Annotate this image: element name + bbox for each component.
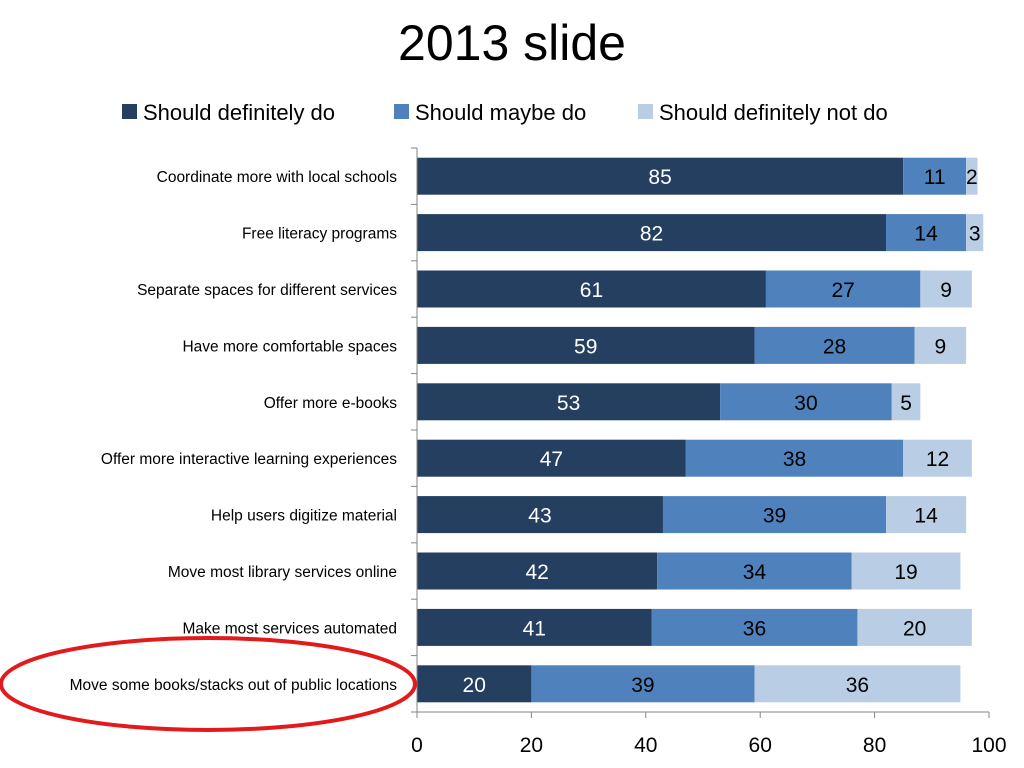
- data-label: 12: [926, 448, 949, 471]
- data-label: 27: [831, 279, 854, 302]
- data-label: 3: [969, 223, 981, 246]
- category-labels: Coordinate more with local schools Free l…: [70, 169, 398, 694]
- data-label: 19: [894, 561, 917, 584]
- bar-segment: [886, 496, 967, 534]
- highlight-ellipse: [0, 636, 417, 732]
- x-tick-label: 40: [634, 734, 657, 757]
- bar-segment: [651, 608, 858, 646]
- chart-legend: Should definitely do Should maybe do Shoul…: [122, 100, 888, 125]
- x-tick-label: 60: [749, 734, 772, 757]
- data-label: 20: [903, 617, 926, 640]
- bar-segment: [851, 552, 961, 590]
- x-tick-label: 80: [863, 734, 886, 757]
- data-label: 41: [523, 617, 546, 640]
- bar-segment: [685, 439, 904, 477]
- bar-segment: [417, 214, 887, 252]
- data-label: 43: [528, 505, 551, 528]
- data-label: 39: [763, 505, 786, 528]
- category-label: Have more comfortable spaces: [182, 338, 397, 355]
- x-tick-label: 20: [520, 734, 543, 757]
- data-label: 14: [914, 223, 938, 246]
- bar-segment: [531, 665, 755, 703]
- bar-segment: [754, 326, 915, 364]
- bars: 85 11 2 82 14 3 61 27 9 59 28 9 53 30 5 47 38 12 43 39 14 42 3…: [417, 157, 984, 703]
- bar-segment: [417, 552, 658, 590]
- bar-segment: [914, 326, 967, 364]
- legend-swatch-should-definitely-do: [122, 104, 137, 119]
- x-axis: 0 20 40 60 80 100: [411, 147, 1007, 757]
- data-label: 2: [966, 166, 978, 189]
- data-label: 34: [743, 561, 767, 584]
- bar-segment: [720, 383, 892, 421]
- category-label: Help users digitize material: [211, 508, 397, 525]
- data-label: 11: [924, 166, 946, 189]
- bar-segment: [417, 496, 663, 534]
- data-label: 47: [540, 448, 563, 471]
- x-tick-label: 0: [411, 734, 423, 757]
- category-label: Separate spaces for different services: [137, 282, 397, 299]
- bar-segment: [417, 157, 904, 195]
- category-label: Offer more e-books: [264, 395, 397, 412]
- data-label: 20: [463, 674, 486, 697]
- data-label: 59: [574, 335, 597, 358]
- data-label: 38: [783, 448, 806, 471]
- category-label: Make most services automated: [182, 620, 397, 637]
- bar-segment: [886, 214, 967, 252]
- bar-segment: [754, 665, 961, 703]
- legend-swatch-should-maybe-do: [394, 104, 409, 119]
- x-tick-label: 100: [971, 734, 1006, 757]
- bar-segment: [417, 270, 766, 308]
- category-label: Free literacy programs: [242, 226, 397, 243]
- category-label: Offer more interactive learning experien…: [101, 451, 397, 468]
- bar-segment: [920, 270, 972, 308]
- data-label: 5: [900, 392, 912, 415]
- data-label: 39: [631, 674, 654, 697]
- bar-segment: [966, 157, 978, 195]
- bar-segment: [417, 439, 686, 477]
- legend-swatch-should-definitely-not-do: [638, 104, 653, 119]
- bar-segment: [966, 214, 984, 252]
- data-label: 61: [580, 279, 603, 302]
- annotation: [0, 636, 417, 732]
- category-label: Move some books/stacks out of public loc…: [70, 677, 398, 694]
- category-label: Coordinate more with local schools: [157, 169, 398, 186]
- legend-label-should-definitely-do: Should definitely do: [143, 100, 335, 125]
- bar-segment: [857, 608, 972, 646]
- bar-segment: [903, 439, 972, 477]
- data-label: 53: [557, 392, 580, 415]
- data-label: 36: [743, 617, 766, 640]
- bar-segment: [417, 383, 721, 421]
- category-label: Move most library services online: [168, 564, 397, 581]
- slide-title: 2013 slide: [398, 15, 626, 71]
- legend-label-should-definitely-not-do: Should definitely not do: [659, 100, 888, 125]
- bar-segment: [657, 552, 852, 590]
- data-label: 28: [823, 335, 846, 358]
- bar-segment: [417, 608, 652, 646]
- data-label: 85: [648, 166, 671, 189]
- bar-segment: [903, 157, 967, 195]
- data-label: 42: [525, 561, 548, 584]
- bar-segment: [417, 665, 532, 703]
- bar-segment: [891, 383, 921, 421]
- bar-segment: [662, 496, 887, 534]
- data-label: 9: [935, 335, 947, 358]
- bar-segment: [765, 270, 921, 308]
- legend-label-should-maybe-do: Should maybe do: [415, 100, 586, 125]
- data-label: 36: [846, 674, 869, 697]
- bar-segment: [417, 326, 755, 364]
- data-label: 14: [914, 505, 938, 528]
- data-label: 30: [794, 392, 817, 415]
- data-label: 82: [640, 223, 663, 246]
- data-label: 9: [940, 279, 952, 302]
